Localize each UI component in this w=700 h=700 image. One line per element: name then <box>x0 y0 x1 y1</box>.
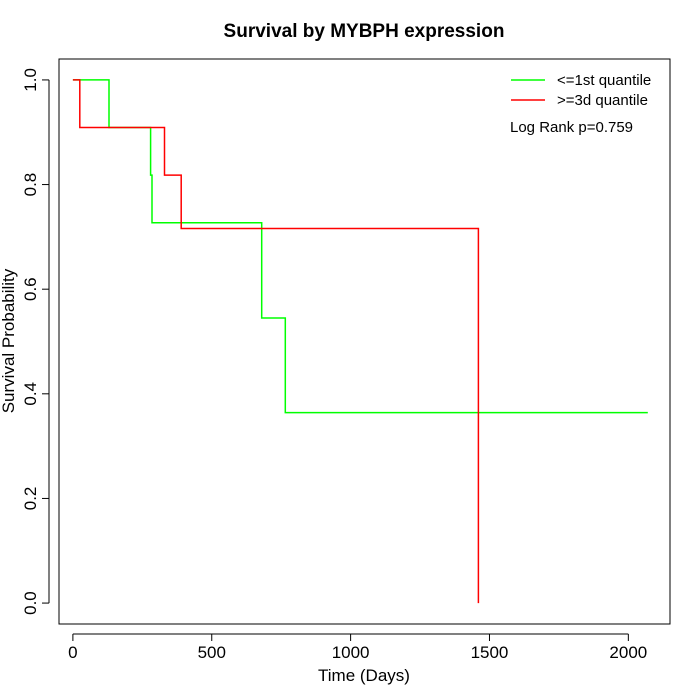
series-line-1 <box>72 79 480 604</box>
chart-title: Survival by MYBPH expression <box>224 21 505 42</box>
series-layer <box>72 79 648 604</box>
y-tick-label: 0.8 <box>21 173 40 197</box>
legend-label-0: <=1st quantile <box>557 72 651 89</box>
x-tick-label: 1000 <box>332 643 370 662</box>
series-line-0 <box>72 79 648 414</box>
x-tick-label: 1500 <box>471 643 509 662</box>
legend: <=1st quantile >=3d quantile <box>511 72 651 109</box>
y-tick-label: 0.2 <box>21 487 40 511</box>
y-axis-label: Survival Probability <box>0 268 18 413</box>
y-tick-label: 0.4 <box>21 382 40 406</box>
y-axis: 0.0 0.2 0.4 0.6 0.8 1.0 <box>21 68 50 615</box>
x-tick-label: 2000 <box>609 643 647 662</box>
log-rank-annotation: Log Rank p=0.759 <box>510 119 633 136</box>
x-axis-label: Time (Days) <box>318 666 410 685</box>
y-tick-label: 0.0 <box>21 591 40 615</box>
x-axis: 0 500 1000 1500 2000 <box>68 633 647 662</box>
x-tick-label: 0 <box>68 643 77 662</box>
x-tick-label: 500 <box>198 643 226 662</box>
y-tick-label: 1.0 <box>21 68 40 92</box>
y-tick-label: 0.6 <box>21 277 40 301</box>
plot-frame <box>58 58 671 625</box>
legend-label-1: >=3d quantile <box>557 92 648 109</box>
